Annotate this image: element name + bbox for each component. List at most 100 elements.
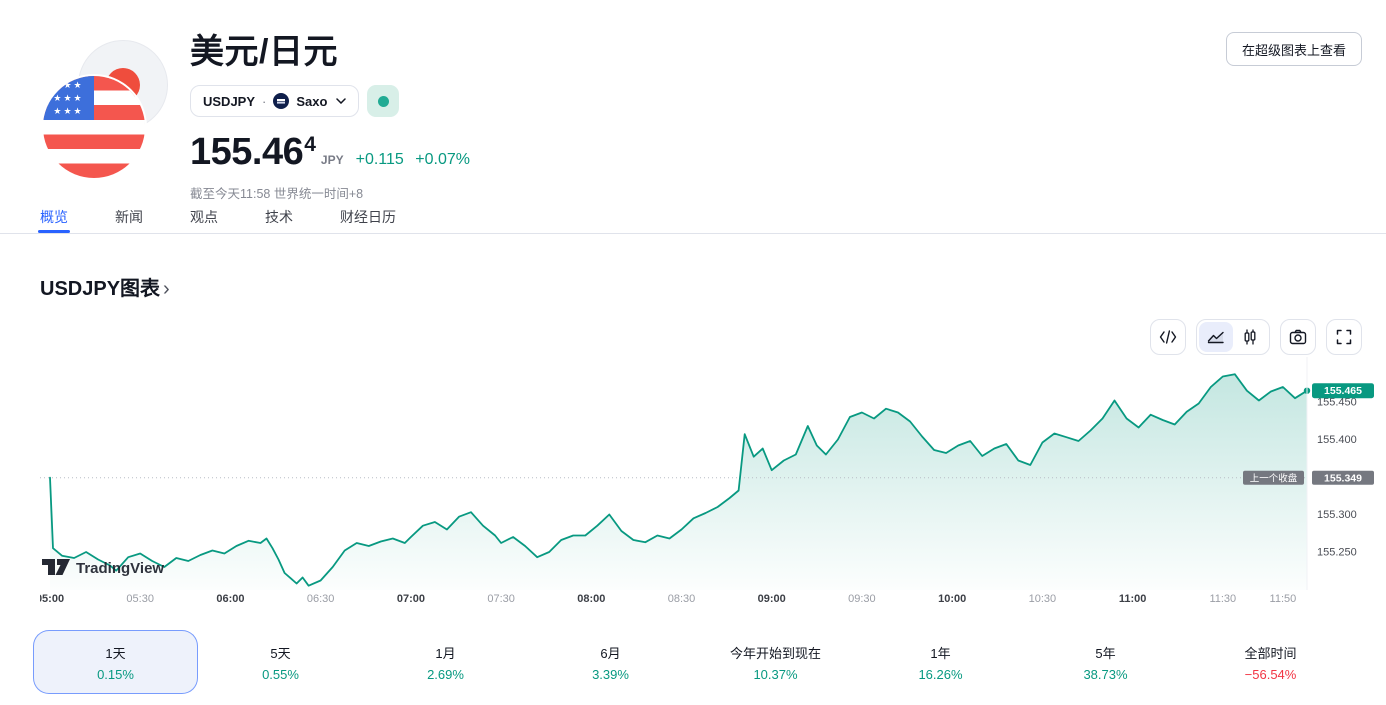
prev-close-label: 上一个收盘 [1250, 472, 1298, 484]
range-percent: −56.54% [1244, 666, 1297, 682]
fullscreen-button[interactable] [1326, 319, 1362, 355]
range-button-2[interactable]: 1月 2.69% [363, 630, 528, 694]
y-axis-tick[interactable]: 155.250 [1317, 547, 1357, 559]
camera-icon [1289, 329, 1307, 345]
range-button-1[interactable]: 5天 0.55% [198, 630, 363, 694]
range-label: 1天 [105, 645, 126, 661]
last-price-badge-value: 155.465 [1324, 385, 1362, 397]
tab-4[interactable]: 财经日历 [340, 209, 396, 225]
symbol-ticker: USDJPY [203, 93, 256, 109]
snapshot-button[interactable] [1280, 319, 1316, 355]
tradingview-glyph-7 [55, 559, 70, 575]
range-button-4[interactable]: 今年开始到现在 10.37% [693, 630, 858, 694]
chart-section-title[interactable]: USDJPY图表 › [40, 272, 170, 301]
area-fill [50, 374, 1307, 590]
range-percent: 38.73% [1083, 666, 1128, 682]
x-axis-tick[interactable]: 08:30 [668, 593, 696, 605]
last-price-fraction: 4 [304, 133, 316, 156]
range-percent: 0.15% [97, 666, 134, 682]
y-axis-tick[interactable]: 155.450 [1317, 397, 1357, 409]
range-label: 5年 [1095, 645, 1116, 661]
exchange-name: Saxo [296, 93, 328, 109]
y-axis-tick[interactable]: 155.300 [1317, 509, 1357, 521]
pair-flags: ★★★ ★★★ ★★★ [43, 40, 168, 178]
x-axis-tick[interactable]: 09:00 [758, 593, 786, 605]
x-axis-tick[interactable]: 11:30 [1209, 593, 1236, 605]
range-label: 今年开始到现在 [729, 645, 821, 661]
x-axis-tick[interactable]: 07:00 [397, 593, 425, 605]
price-chart[interactable]: 155.450 155.400 155.300 155.250 155.465 上一个收盘… [40, 357, 1386, 607]
range-label: 1月 [435, 645, 456, 661]
x-axis-tick[interactable]: 10:30 [1029, 593, 1057, 605]
candles-style-button[interactable] [1233, 322, 1267, 352]
prev-close-label-badge [1243, 470, 1304, 485]
x-axis-tick[interactable]: 06:00 [216, 593, 244, 605]
range-button-0[interactable]: 1天 0.15% [33, 630, 198, 694]
price-chart-svg[interactable]: 155.450 155.400 155.300 155.250 155.465 上一个收盘… [40, 357, 1386, 607]
chart-section-title-text: USDJPY图表 [40, 278, 161, 300]
prev-close-value-badge [1312, 470, 1374, 485]
symbol-switcher[interactable]: USDJPY · Saxo [190, 85, 360, 117]
range-label: 6月 [600, 645, 621, 661]
us-flag-canton: ★★★ ★★★ ★★★ [43, 76, 94, 120]
x-axis-tick[interactable]: 08:00 [577, 593, 605, 605]
market-open-badge [367, 85, 400, 117]
range-button-6[interactable]: 5年 38.73% [1023, 630, 1188, 694]
area-style-button[interactable] [1199, 322, 1233, 352]
last-price: 155.46 [190, 131, 304, 173]
tab-2[interactable]: 观点 [190, 209, 218, 225]
embed-code-button[interactable] [1150, 319, 1186, 355]
price-change-abs: +0.115 [355, 151, 404, 168]
range-label: 1年 [930, 645, 951, 661]
range-selector: 1天 0.15% 5天 0.55% 1月 2.69% 6月 3.39% 今年开始到现在 10.37… [33, 630, 1353, 694]
us-flag-icon: ★★★ ★★★ ★★★ [43, 76, 145, 178]
price-change: +0.115 +0.07% [356, 151, 470, 169]
tab-3[interactable]: 技术 [265, 209, 293, 225]
x-axis-tick[interactable]: 09:30 [848, 593, 876, 605]
tab-0[interactable]: 概览 [38, 205, 70, 233]
price-currency: JPY [320, 153, 344, 167]
price-block: 155.46 4 JPY +0.115 +0.07% [190, 131, 470, 174]
market-open-dot [377, 95, 389, 107]
as-of-timestamp: 截至今天11:58 世界统一时间+8 [190, 187, 364, 201]
section-tabbar: 概览 新闻 观点 技术 财经日历 [0, 205, 1386, 234]
range-percent: 0.55% [262, 666, 299, 682]
code-icon [1159, 330, 1177, 344]
last-price-badge [1312, 383, 1374, 399]
tradingview-glyph-1 [42, 559, 55, 575]
range-percent: 2.69% [427, 666, 464, 682]
prev-close-value: 155.349 [1324, 472, 1362, 484]
x-axis-tick[interactable]: 11:00 [1119, 593, 1147, 605]
tab-1[interactable]: 新闻 [115, 209, 143, 225]
range-percent: 10.37% [753, 666, 798, 682]
chevron-right-icon: › [163, 278, 170, 300]
range-label: 5天 [270, 645, 291, 661]
x-axis-tick[interactable]: 07:30 [487, 593, 515, 605]
x-axis-tick[interactable]: 11:50 [1270, 593, 1297, 605]
range-button-7[interactable]: 全部时间 −56.54% [1188, 630, 1353, 694]
dot-separator: · [262, 93, 267, 109]
saxo-logo [273, 93, 290, 109]
price-line [49, 373, 1308, 587]
x-axis-tick[interactable]: 05:00 [40, 593, 64, 605]
range-button-5[interactable]: 1年 16.26% [858, 630, 1023, 694]
x-axis-tick[interactable]: 10:00 [938, 593, 966, 605]
symbol-header: 美元/日元 USDJPY · Saxo 155.46 4 JPY +0.115 … [190, 24, 470, 202]
range-button-3[interactable]: 6月 3.39% [528, 630, 693, 694]
tradingview-logo[interactable]: TradingView [42, 559, 164, 577]
range-label: 全部时间 [1244, 645, 1297, 661]
range-percent: 16.26% [918, 666, 963, 682]
y-axis-tick[interactable]: 155.400 [1317, 434, 1357, 446]
x-axis-tick[interactable]: 06:30 [307, 593, 335, 605]
x-axis-tick[interactable]: 05:30 [126, 593, 154, 605]
price-change-pct: +0.07% [415, 151, 470, 168]
candlestick-icon [1244, 329, 1256, 345]
tradingview-wordmark: TradingView [76, 560, 164, 577]
chevron-down-icon [336, 98, 347, 104]
chart-style-switch [1196, 319, 1270, 355]
area-chart-icon [1207, 331, 1224, 344]
chart-toolbar [1150, 319, 1362, 355]
open-superchart-button[interactable]: 在超级图表上查看 [1225, 32, 1362, 66]
page-title: 美元/日元 [190, 33, 338, 71]
